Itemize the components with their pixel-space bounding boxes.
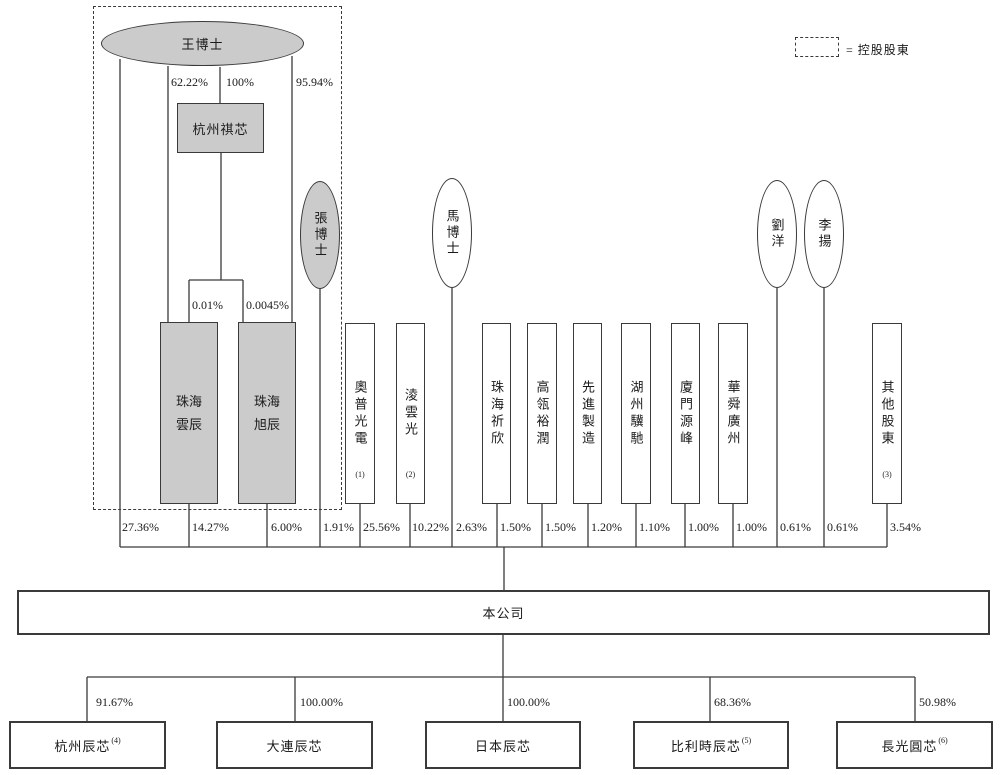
stake-huzhou-company: 1.10% bbox=[639, 520, 670, 534]
entity-zhuhai-xuchen-line2: 旭辰 bbox=[253, 417, 280, 432]
stake-wang-xuchen: 95.94% bbox=[296, 75, 333, 89]
entity-belgium-chenxin: 比利時辰芯 (5) bbox=[633, 721, 789, 769]
entity-ma-boshi-label: 馬博士 bbox=[444, 209, 460, 257]
entity-lingyun-guang: 淩雲光 (2) bbox=[396, 323, 425, 504]
entity-changguang-yuanxin-label: 長光圓芯 bbox=[881, 738, 938, 754]
stake-li-company: 0.61% bbox=[827, 520, 858, 534]
entity-xiamen-yuanfeng-label: 廈門源峰 bbox=[678, 379, 693, 448]
entity-zhuhai-qixin-shareholder-label: 珠海祈欣 bbox=[489, 379, 504, 448]
entity-other-shareholders: 其他股東 (3) bbox=[872, 323, 902, 504]
entity-aopu-guangdian: 奧普光電 (1) bbox=[345, 323, 375, 504]
entity-huzhou-jichi-label: 湖州驥馳 bbox=[628, 379, 644, 448]
entity-hangzhou-qixin-label: 杭州祺芯 bbox=[192, 121, 249, 137]
entity-huzhou-jichi: 湖州驥馳 bbox=[621, 323, 651, 504]
stake-yunchen-company: 14.27% bbox=[192, 520, 229, 534]
entity-company: 本公司 bbox=[17, 590, 990, 635]
legend-label: = 控股股東 bbox=[846, 43, 910, 57]
entity-ma-boshi: 馬博士 bbox=[432, 178, 472, 288]
stake-huashun-company: 1.00% bbox=[736, 520, 767, 534]
stake-wang-qixin: 100% bbox=[226, 75, 254, 89]
entity-zhuhai-xuchen: 珠海 旭辰 bbox=[238, 322, 296, 504]
entity-wang-boshi-label: 王博士 bbox=[181, 37, 224, 52]
stake-qixin-xuchen: 0.0045% bbox=[246, 298, 289, 312]
stake-zhang-company: 1.91% bbox=[323, 520, 354, 534]
entity-gaoling-yurun: 高瓴裕潤 bbox=[527, 323, 557, 504]
entity-changguang-yuanxin-footnote: (6) bbox=[938, 735, 948, 745]
entity-belgium-chenxin-label: 比利時辰芯 bbox=[670, 738, 741, 754]
entity-lingyun-guang-footnote: (2) bbox=[405, 470, 416, 479]
stake-liu-company: 0.61% bbox=[780, 520, 811, 534]
entity-gaoling-yurun-label: 高瓴裕潤 bbox=[534, 379, 550, 448]
entity-zhang-boshi-label: 張博士 bbox=[312, 211, 328, 259]
stake-belgium-chenxin: 68.36% bbox=[714, 695, 751, 709]
stake-xiamen-company: 1.00% bbox=[688, 520, 719, 534]
stake-xuchen-company: 6.00% bbox=[271, 520, 302, 534]
legend-dashed-swatch bbox=[795, 37, 839, 57]
stake-zhqx-company: 1.50% bbox=[500, 520, 531, 534]
entity-belgium-chenxin-footnote: (5) bbox=[741, 735, 752, 745]
entity-xianjin-zhizao-label: 先進製造 bbox=[580, 379, 595, 448]
entity-zhang-boshi: 張博士 bbox=[300, 181, 340, 289]
entity-aopu-guangdian-label: 奧普光電 bbox=[352, 379, 368, 448]
entity-hangzhou-chenxin-label: 杭州辰芯 bbox=[54, 738, 111, 754]
entity-zhuhai-xuchen-line1: 珠海 bbox=[253, 393, 280, 409]
entity-company-label: 本公司 bbox=[482, 606, 525, 621]
stake-ma-company: 2.63% bbox=[456, 520, 487, 534]
entity-zhuhai-yunchen-line1: 珠海 bbox=[175, 393, 202, 409]
entity-huashun-guangzhou-label: 華舜廣州 bbox=[725, 379, 741, 448]
stake-xianjin-company: 1.20% bbox=[591, 520, 622, 534]
entity-xiamen-yuanfeng: 廈門源峰 bbox=[671, 323, 700, 504]
entity-zhuhai-qixin-shareholder: 珠海祈欣 bbox=[482, 323, 511, 504]
stake-qita-company: 3.54% bbox=[890, 520, 921, 534]
stake-hangzhou-chenxin: 91.67% bbox=[96, 695, 133, 709]
entity-xianjin-zhizao: 先進製造 bbox=[573, 323, 602, 504]
controlling-shareholder-group-outline bbox=[93, 6, 342, 510]
entity-other-shareholders-footnote: (3) bbox=[882, 470, 892, 479]
stake-wang-yunchen: 62.22% bbox=[171, 75, 208, 89]
entity-wang-boshi: 王博士 bbox=[101, 21, 304, 66]
entity-aopu-guangdian-footnote: (1) bbox=[355, 470, 365, 479]
entity-japan-chenxin-label: 日本辰芯 bbox=[474, 738, 531, 754]
stake-lingyun-company: 10.22% bbox=[412, 520, 449, 534]
stake-dalian-chenxin: 100.00% bbox=[300, 695, 343, 709]
entity-li-yang: 李揚 bbox=[804, 180, 844, 288]
entity-lingyun-guang-label: 淩雲光 bbox=[403, 388, 418, 439]
entity-hangzhou-chenxin: 杭州辰芯 (4) bbox=[9, 721, 166, 769]
entity-hangzhou-chenxin-footnote: (4) bbox=[111, 735, 121, 745]
entity-dalian-chenxin-label: 大連辰芯 bbox=[266, 738, 323, 754]
entity-liu-yang-label: 劉洋 bbox=[769, 218, 785, 250]
entity-hangzhou-qixin: 杭州祺芯 bbox=[177, 103, 264, 153]
entity-changguang-yuanxin: 長光圓芯 (6) bbox=[836, 721, 993, 769]
stake-qixin-yunchen: 0.01% bbox=[192, 298, 223, 312]
entity-dalian-chenxin: 大連辰芯 bbox=[216, 721, 373, 769]
entity-liu-yang: 劉洋 bbox=[757, 180, 797, 288]
entity-huashun-guangzhou: 華舜廣州 bbox=[718, 323, 748, 504]
entity-li-yang-label: 李揚 bbox=[816, 218, 832, 250]
entity-zhuhai-yunchen: 珠海 雲辰 bbox=[160, 322, 218, 504]
entity-japan-chenxin: 日本辰芯 bbox=[425, 721, 581, 769]
stake-aopu-company: 25.56% bbox=[363, 520, 400, 534]
stake-japan-chenxin: 100.00% bbox=[507, 695, 550, 709]
entity-other-shareholders-label: 其他股東 bbox=[879, 379, 895, 448]
stake-wang-direct: 27.36% bbox=[122, 520, 159, 534]
stake-gaoling-company: 1.50% bbox=[545, 520, 576, 534]
entity-zhuhai-yunchen-line2: 雲辰 bbox=[175, 417, 202, 432]
stake-changguang-yuanxin: 50.98% bbox=[919, 695, 956, 709]
